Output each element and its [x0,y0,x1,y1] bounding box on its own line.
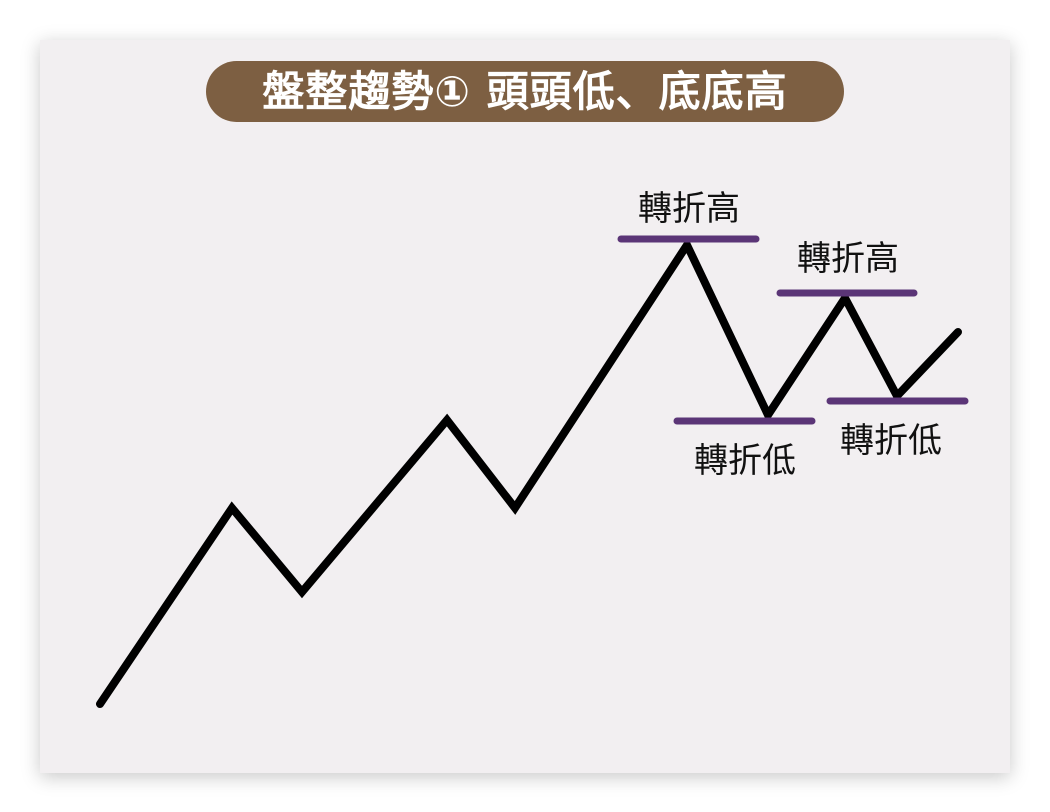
turning-low-label-1: 轉折低 [694,441,796,481]
diagram-card [40,40,1010,773]
diagram-title: 盤整趨勢① 頭頭低、底底高 [206,61,844,122]
turning-low-label-2: 轉折低 [840,421,942,461]
turning-high-label-1: 轉折高 [638,189,740,229]
price-path [96,236,962,708]
turning-high-label-2: 轉折高 [797,239,899,279]
